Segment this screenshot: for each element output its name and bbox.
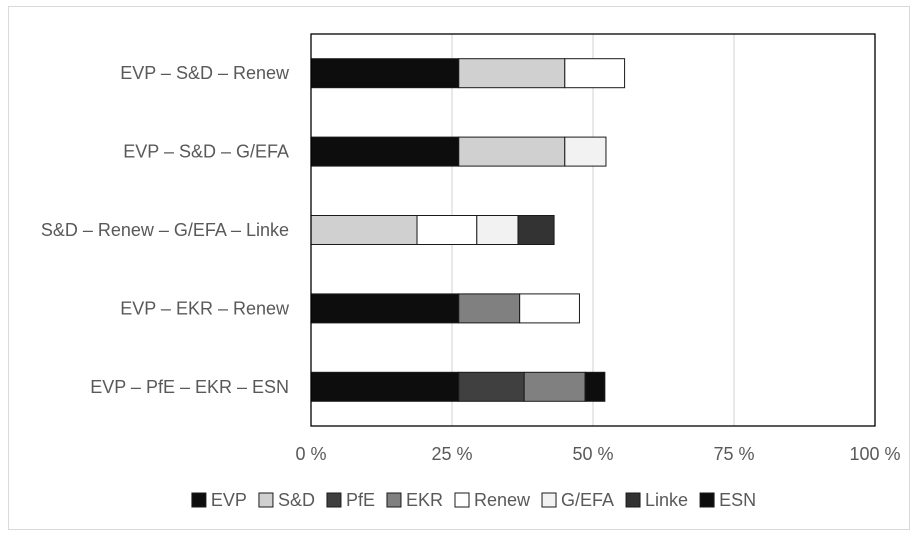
bar-segment — [310, 371, 460, 402]
legend-label: G/EFA — [561, 490, 614, 510]
bar-segment — [458, 371, 525, 402]
bar-segment — [564, 58, 626, 89]
category-label: EVP – S&D – G/EFA — [123, 142, 289, 162]
legend-label: EKR — [406, 490, 443, 510]
legend-swatch — [699, 492, 715, 508]
legend-swatch — [258, 492, 274, 508]
legend-label: S&D — [278, 490, 315, 510]
chart-frame — [8, 6, 910, 530]
plot-area — [310, 33, 876, 427]
bar-segment — [519, 293, 580, 324]
category-label: S&D – Renew – G/EFA – Linke — [41, 220, 289, 240]
bar-segment — [476, 215, 519, 245]
legend-label: Linke — [645, 490, 688, 510]
category-label: EVP – EKR – Renew — [120, 298, 290, 318]
legend-swatch — [191, 492, 207, 508]
bar-segment — [310, 136, 460, 167]
legend-label: Renew — [474, 490, 531, 510]
bar-segment — [458, 293, 521, 324]
bar-segment — [564, 136, 607, 167]
bar-segment — [523, 371, 586, 402]
bar-segment — [310, 58, 460, 89]
legend-label: ESN — [719, 490, 756, 510]
bar-segment — [416, 215, 478, 245]
bar-segment — [310, 293, 460, 324]
x-tick-label: 0 % — [295, 444, 326, 464]
x-tick-label: 25 % — [431, 444, 472, 464]
category-label: EVP – S&D – Renew — [120, 63, 290, 83]
legend-swatch — [541, 492, 557, 508]
legend-label: EVP — [211, 490, 247, 510]
legend-swatch — [625, 492, 641, 508]
x-tick-label: 75 % — [713, 444, 754, 464]
legend-swatch — [454, 492, 470, 508]
bar-segment — [517, 215, 555, 245]
bar-segment — [458, 58, 566, 89]
legend-swatch — [386, 492, 402, 508]
category-label: EVP – PfE – EKR – ESN — [90, 377, 289, 397]
legend-label: PfE — [346, 490, 375, 510]
legend-swatch — [326, 492, 342, 508]
x-tick-label: 100 % — [849, 444, 900, 464]
bar-segment — [310, 215, 418, 245]
x-tick-label: 50 % — [572, 444, 613, 464]
bar-segment — [458, 136, 566, 167]
bar-segment — [584, 371, 606, 402]
